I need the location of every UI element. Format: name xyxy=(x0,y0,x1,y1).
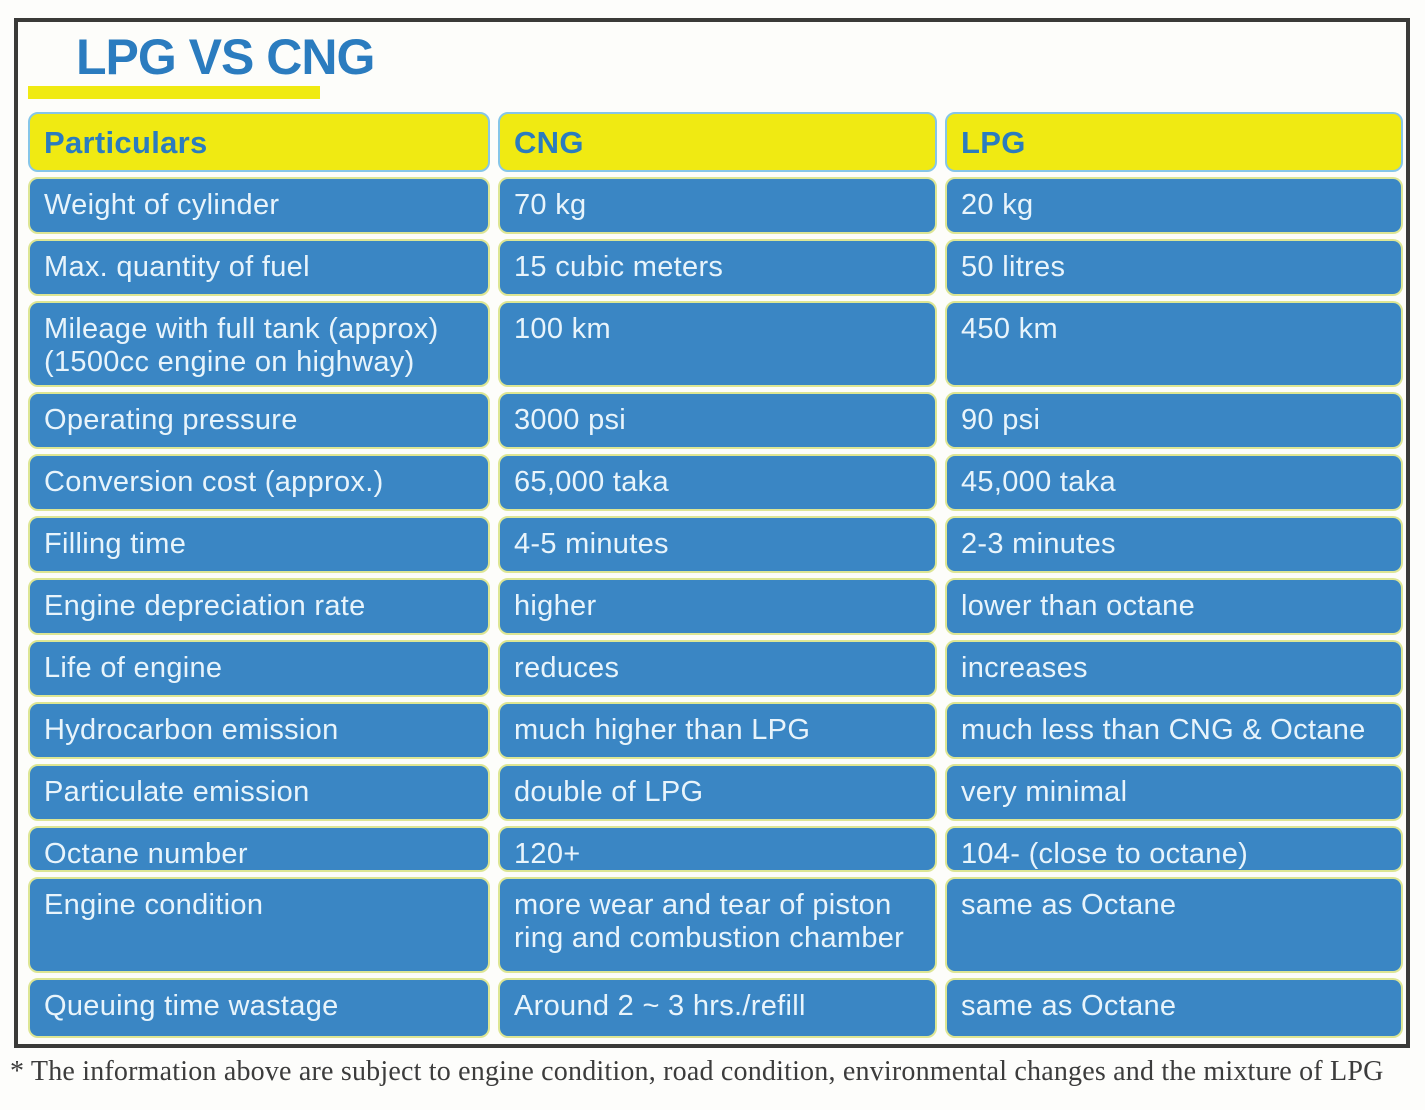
table-row: Mileage with full tank (approx) (1500cc … xyxy=(28,301,1403,387)
table-row: Hydrocarbon emission much higher than LP… xyxy=(28,702,1403,759)
cell-particular: Engine condition xyxy=(28,877,490,973)
cell-cng: 3000 psi xyxy=(498,392,937,449)
cell-lpg: same as Octane xyxy=(945,877,1403,973)
cell-lpg: 45,000 taka xyxy=(945,454,1403,511)
header-cng: CNG xyxy=(498,112,937,172)
page-title: LPG VS CNG xyxy=(76,29,375,85)
cell-particular: Conversion cost (approx.) xyxy=(28,454,490,511)
cell-lpg: much less than CNG & Octane xyxy=(945,702,1403,759)
cell-cng: much higher than LPG xyxy=(498,702,937,759)
table-row: Conversion cost (approx.) 65,000 taka 45… xyxy=(28,454,1403,511)
cell-particular: Max. quantity of fuel xyxy=(28,239,490,296)
cell-particular: Operating pressure xyxy=(28,392,490,449)
cell-cng: Around 2 ~ 3 hrs./refill xyxy=(498,978,937,1038)
table-row: Weight of cylinder 70 kg 20 kg xyxy=(28,177,1403,234)
cell-particular: Mileage with full tank (approx) (1500cc … xyxy=(28,301,490,387)
header-particulars: Particulars xyxy=(28,112,490,172)
table-row: Engine depreciation rate higher lower th… xyxy=(28,578,1403,635)
table-row: Queuing time wastage Around 2 ~ 3 hrs./r… xyxy=(28,978,1403,1038)
table-frame: LPG VS CNG Particulars CNG LPG Weight of… xyxy=(14,18,1410,1048)
table-row: Max. quantity of fuel 15 cubic meters 50… xyxy=(28,239,1403,296)
cell-particular: Hydrocarbon emission xyxy=(28,702,490,759)
cell-cng: 70 kg xyxy=(498,177,937,234)
cell-lpg: 450 km xyxy=(945,301,1403,387)
cell-lpg: 50 litres xyxy=(945,239,1403,296)
footnote: * The information above are subject to e… xyxy=(10,1056,1384,1087)
cell-lpg: same as Octane xyxy=(945,978,1403,1038)
cell-cng: 4-5 minutes xyxy=(498,516,937,573)
cell-particular: Engine depreciation rate xyxy=(28,578,490,635)
cell-cng: 120+ xyxy=(498,826,937,872)
cell-cng: 100 km xyxy=(498,301,937,387)
table-row: Particulate emission double of LPG very … xyxy=(28,764,1403,821)
cell-lpg: 90 psi xyxy=(945,392,1403,449)
cell-lpg: 20 kg xyxy=(945,177,1403,234)
cell-particular: Weight of cylinder xyxy=(28,177,490,234)
table-row: Life of engine reduces increases xyxy=(28,640,1403,697)
cell-cng: 15 cubic meters xyxy=(498,239,937,296)
cell-particular: Queuing time wastage xyxy=(28,978,490,1038)
table-row: Engine condition more wear and tear of p… xyxy=(28,877,1403,973)
cell-cng: double of LPG xyxy=(498,764,937,821)
cell-lpg: very minimal xyxy=(945,764,1403,821)
cell-lpg: 104- (close to octane) xyxy=(945,826,1403,872)
cell-cng: reduces xyxy=(498,640,937,697)
cell-cng: higher xyxy=(498,578,937,635)
table-row: Filling time 4-5 minutes 2-3 minutes xyxy=(28,516,1403,573)
cell-lpg: increases xyxy=(945,640,1403,697)
cell-lpg: 2-3 minutes xyxy=(945,516,1403,573)
comparison-table: Particulars CNG LPG Weight of cylinder 7… xyxy=(28,112,1403,1038)
cell-particular: Filling time xyxy=(28,516,490,573)
cell-particular: Octane number xyxy=(28,826,490,872)
cell-particular: Life of engine xyxy=(28,640,490,697)
title-underline xyxy=(28,86,320,99)
cell-cng: more wear and tear of piston ring and co… xyxy=(498,877,937,973)
cell-particular: Particulate emission xyxy=(28,764,490,821)
cell-cng: 65,000 taka xyxy=(498,454,937,511)
table-header-row: Particulars CNG LPG xyxy=(28,112,1403,172)
table-row: Octane number 120+ 104- (close to octane… xyxy=(28,826,1403,872)
cell-lpg: lower than octane xyxy=(945,578,1403,635)
table-row: Operating pressure 3000 psi 90 psi xyxy=(28,392,1403,449)
header-lpg: LPG xyxy=(945,112,1403,172)
